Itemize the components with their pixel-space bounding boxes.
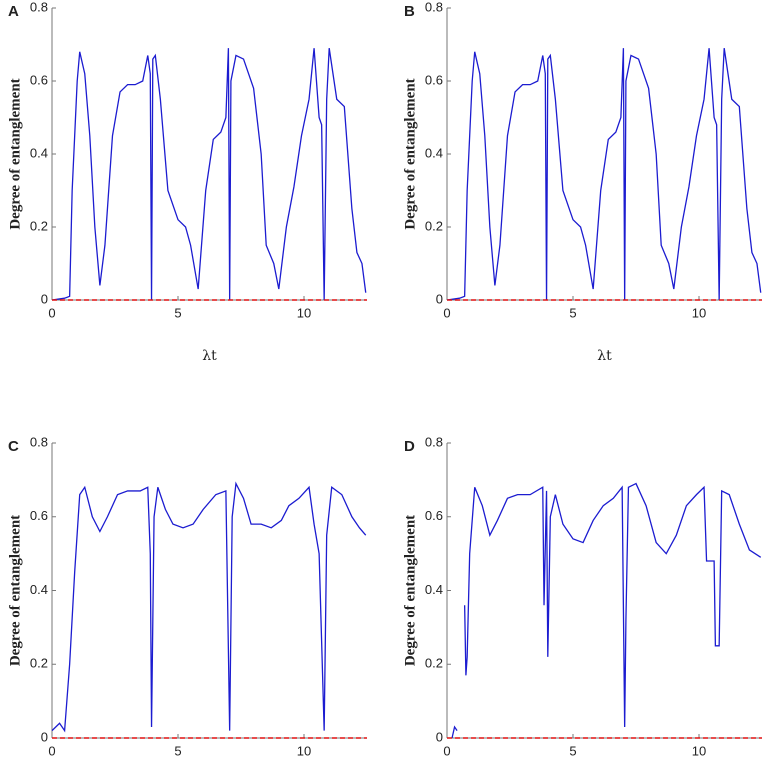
y-tick-label: 0.6 <box>30 508 48 523</box>
y-axis-label: Degree of entanglement <box>402 78 418 229</box>
y-tick-label: 0 <box>436 729 443 744</box>
x-tick-label: 5 <box>569 743 576 758</box>
y-tick-label: 0.6 <box>30 72 48 87</box>
data-line <box>51 48 367 301</box>
x-tick-label: 10 <box>297 743 311 758</box>
x-axis-label: λt <box>202 348 217 364</box>
data-line <box>51 481 367 733</box>
x-tick-label: 5 <box>174 305 181 320</box>
y-tick-label: 0 <box>436 291 443 306</box>
panel-label: B <box>404 3 415 20</box>
data-line <box>451 482 762 739</box>
panel-label: A <box>8 3 19 20</box>
y-tick-label: 0.4 <box>425 582 443 597</box>
y-tick-label: 0.6 <box>425 72 443 87</box>
x-tick-label: 10 <box>692 305 706 320</box>
y-axis-label: Degree of entanglement <box>7 515 23 666</box>
y-tick-label: 0.2 <box>30 218 48 233</box>
y-axis-label: Degree of entanglement <box>402 515 418 666</box>
x-tick-label: 5 <box>174 743 181 758</box>
y-tick-label: 0.4 <box>30 145 48 160</box>
y-axis-label: Degree of entanglement <box>7 78 23 229</box>
x-axis-label: λt <box>597 348 612 364</box>
y-tick-label: 0.2 <box>30 656 48 671</box>
x-tick-label: 0 <box>48 743 55 758</box>
y-tick-label: 0.2 <box>425 218 443 233</box>
x-tick-label: 5 <box>569 305 576 320</box>
x-tick-label: 0 <box>443 305 450 320</box>
y-tick-label: 0.4 <box>30 582 48 597</box>
y-tick-label: 0 <box>41 291 48 306</box>
y-tick-label: 0.2 <box>425 656 443 671</box>
y-tick-label: 0.6 <box>425 508 443 523</box>
x-tick-label: 0 <box>48 305 55 320</box>
x-tick-label: 10 <box>297 305 311 320</box>
data-line <box>446 48 762 301</box>
y-tick-label: 0 <box>41 729 48 744</box>
x-tick-label: 0 <box>443 743 450 758</box>
y-tick-label: 0.4 <box>425 145 443 160</box>
y-tick-label: 0.8 <box>30 434 48 449</box>
y-tick-label: 0.8 <box>30 0 48 14</box>
x-tick-label: 10 <box>692 743 706 758</box>
y-tick-label: 0.8 <box>425 0 443 14</box>
y-tick-label: 0.8 <box>425 434 443 449</box>
panel-label: C <box>8 438 19 455</box>
panel-label: D <box>404 438 415 455</box>
